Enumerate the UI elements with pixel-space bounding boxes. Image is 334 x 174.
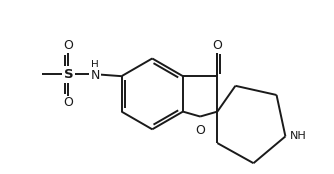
Text: O: O (212, 39, 222, 52)
Text: O: O (63, 96, 73, 109)
Text: H: H (91, 60, 99, 70)
Text: NH: NH (290, 131, 307, 141)
Text: O: O (195, 124, 205, 137)
Text: N: N (90, 69, 100, 82)
Text: O: O (63, 39, 73, 52)
Text: S: S (63, 68, 73, 81)
